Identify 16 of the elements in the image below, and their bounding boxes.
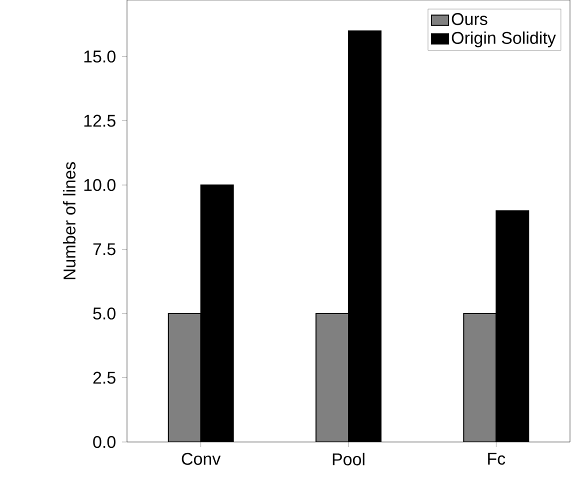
legend-label: Origin Solidity	[452, 31, 556, 48]
x-tick-label: Conv	[182, 452, 221, 465]
x-tick-label: Fc	[488, 452, 506, 465]
y-tick-label: 2.5	[93, 372, 116, 384]
bar	[463, 313, 497, 442]
y-tick-label: 15.0	[84, 50, 116, 63]
bar	[316, 313, 350, 442]
y-tick-label: 12.5	[84, 114, 116, 127]
legend-label: Ours	[452, 13, 488, 26]
y-tick-label: 7.5	[93, 243, 116, 256]
y-tick-label: 10.0	[84, 179, 116, 192]
bar	[168, 313, 202, 442]
y-tick-label: 5.0	[93, 307, 116, 320]
y-tick-label: 0.0	[93, 436, 116, 448]
x-tick-label: Pool	[332, 452, 364, 466]
y-axis-title: Number of lines	[63, 162, 76, 280]
